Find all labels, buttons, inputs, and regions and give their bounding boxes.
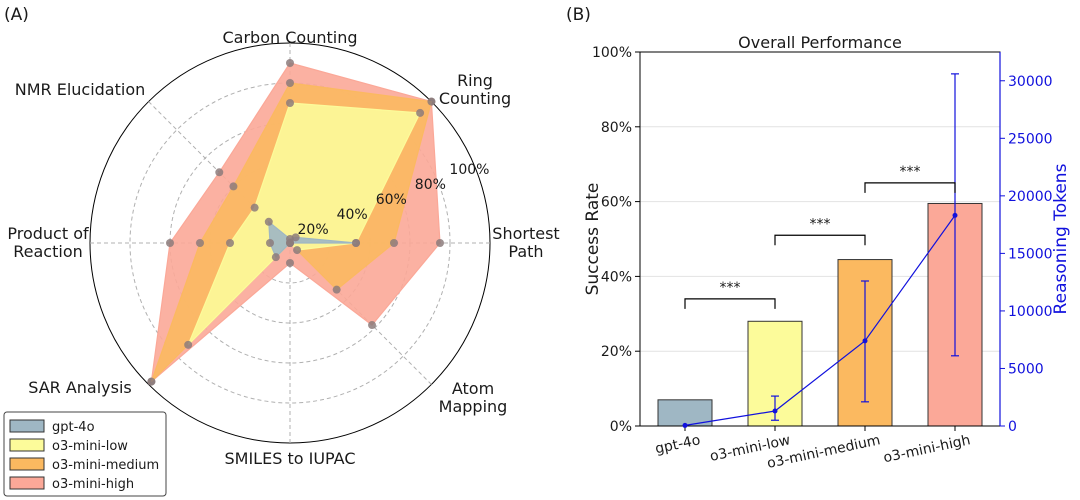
radar-axis-label-atom-mapping: Atom Mapping bbox=[439, 379, 508, 416]
significance-label: *** bbox=[900, 164, 921, 180]
legend-swatch-o3-mini-medium bbox=[9, 457, 45, 471]
radar-point-o3-mini-low bbox=[416, 108, 425, 117]
legend-swatch-gpt-4o bbox=[9, 419, 45, 433]
radar-point-o3-mini-high bbox=[436, 239, 444, 247]
legend-box bbox=[3, 411, 167, 497]
radar-point-gpt-4o bbox=[264, 217, 273, 226]
y-tick-label: 100% bbox=[592, 45, 632, 61]
radar-axis-label-sar-analysis: SAR Analysis bbox=[28, 378, 132, 397]
radar-point-gpt-4o bbox=[291, 233, 300, 242]
radar-point-o3-mini-high bbox=[166, 239, 174, 247]
bar-chart-title: Overall Performance bbox=[738, 33, 902, 52]
radar-point-o3-mini-medium bbox=[427, 97, 436, 106]
legend-swatch-o3-mini-low bbox=[9, 438, 45, 452]
y2-tick-label: 30000 bbox=[1008, 74, 1053, 90]
radar-point-o3-mini-medium bbox=[332, 285, 341, 294]
y2-tick-label: 5000 bbox=[1008, 361, 1044, 377]
significance-bracket bbox=[774, 234, 866, 246]
radar-point-o3-mini-low bbox=[184, 340, 193, 349]
radar-point-o3-mini-high bbox=[286, 259, 294, 267]
significance-bracket bbox=[864, 182, 956, 193]
y2-tick-label: 20000 bbox=[1008, 189, 1053, 205]
token-point bbox=[772, 408, 778, 414]
radar-point-o3-mini-low bbox=[286, 99, 294, 107]
token-point bbox=[952, 212, 958, 218]
radar-point-gpt-4o bbox=[271, 253, 280, 262]
significance-label: *** bbox=[810, 216, 831, 232]
y-tick-label: 20% bbox=[601, 344, 632, 360]
radar-axis-label-product-of-reaction: Product of Reaction bbox=[7, 224, 89, 261]
x-tick-label-o3-mini-high: o3-mini-high bbox=[882, 432, 972, 466]
significance-bracket bbox=[684, 298, 776, 309]
y-tick-label: 60% bbox=[601, 195, 632, 211]
panel-b-label: (B) bbox=[566, 5, 591, 25]
x-tick-label-gpt-4o: gpt-4o bbox=[654, 432, 702, 457]
y2-tick-label: 10000 bbox=[1008, 304, 1053, 320]
token-point bbox=[682, 422, 688, 428]
radar-point-o3-mini-medium bbox=[286, 79, 294, 87]
radar-axis-label-shortest-path: Shortest Path bbox=[492, 224, 559, 261]
radar-point-o3-mini-low bbox=[293, 246, 302, 255]
y2-axis-label: Reasoning Tokens bbox=[1051, 163, 1071, 314]
y2-tick-label: 15000 bbox=[1008, 246, 1053, 262]
radar-point-o3-mini-medium bbox=[147, 377, 156, 386]
y-tick-label: 40% bbox=[601, 269, 632, 285]
radar-point-o3-mini-high bbox=[368, 321, 377, 330]
radar-point-o3-mini-medium bbox=[390, 239, 398, 247]
radar-point-o3-mini-high bbox=[286, 59, 294, 67]
bar-chart: Overall Performance 0% 20% 40% 60% 80% 100% gpt… bbox=[583, 33, 1071, 472]
radar-tick-label: 60% bbox=[376, 192, 407, 208]
radar-tick-label: 20% bbox=[298, 222, 329, 238]
radar-axis-label-smiles-to-iupac: SMILES to IUPAC bbox=[225, 449, 356, 468]
legend-swatch-o3-mini-high bbox=[9, 476, 45, 490]
bar-gpt-4o bbox=[657, 399, 713, 427]
radar-grid-ring bbox=[129, 82, 451, 404]
radar-tick-label: 100% bbox=[449, 162, 489, 178]
radar-point-gpt-4o bbox=[286, 239, 294, 247]
radar-axis-label-carbon-counting: Carbon Counting bbox=[223, 28, 358, 47]
radar-tick-label: 80% bbox=[415, 177, 446, 193]
y-tick-label: 0% bbox=[610, 419, 632, 435]
radar-point-o3-mini-medium bbox=[196, 239, 204, 247]
y-axis-label: Success Rate bbox=[583, 183, 603, 296]
radar-tick-label: 40% bbox=[337, 207, 368, 223]
radar-chart: 20% 40% 60% 80%100% Carbon Counting Ring Count… bbox=[3, 28, 560, 497]
legend-label-gpt-4o: gpt-4o bbox=[52, 420, 95, 435]
radar-point-gpt-4o bbox=[352, 239, 360, 247]
token-point bbox=[862, 338, 868, 344]
radar-point-o3-mini-high bbox=[215, 168, 224, 177]
radar-point-gpt-4o bbox=[266, 239, 274, 247]
y2-tick-label: 25000 bbox=[1008, 131, 1053, 147]
y-tick-label: 80% bbox=[601, 120, 632, 136]
legend-label-o3-mini-low: o3-mini-low bbox=[52, 439, 128, 454]
significance-label: *** bbox=[720, 280, 741, 296]
y2-tick-label: 0 bbox=[1008, 419, 1017, 435]
legend-label-o3-mini-high: o3-mini-high bbox=[52, 477, 134, 492]
panel-a-label: (A) bbox=[4, 5, 29, 25]
token-line bbox=[684, 215, 956, 426]
radar-point-o3-mini-medium bbox=[229, 182, 238, 191]
radar-axis-label-ring-counting: Ring Counting bbox=[439, 71, 511, 108]
legend-label-o3-mini-medium: o3-mini-medium bbox=[52, 458, 159, 473]
radar-axis-label-nmr-elucidation: NMR Elucidation bbox=[15, 80, 146, 99]
radar-point-o3-mini-low bbox=[226, 239, 234, 247]
radar-point-o3-mini-low bbox=[250, 203, 259, 212]
